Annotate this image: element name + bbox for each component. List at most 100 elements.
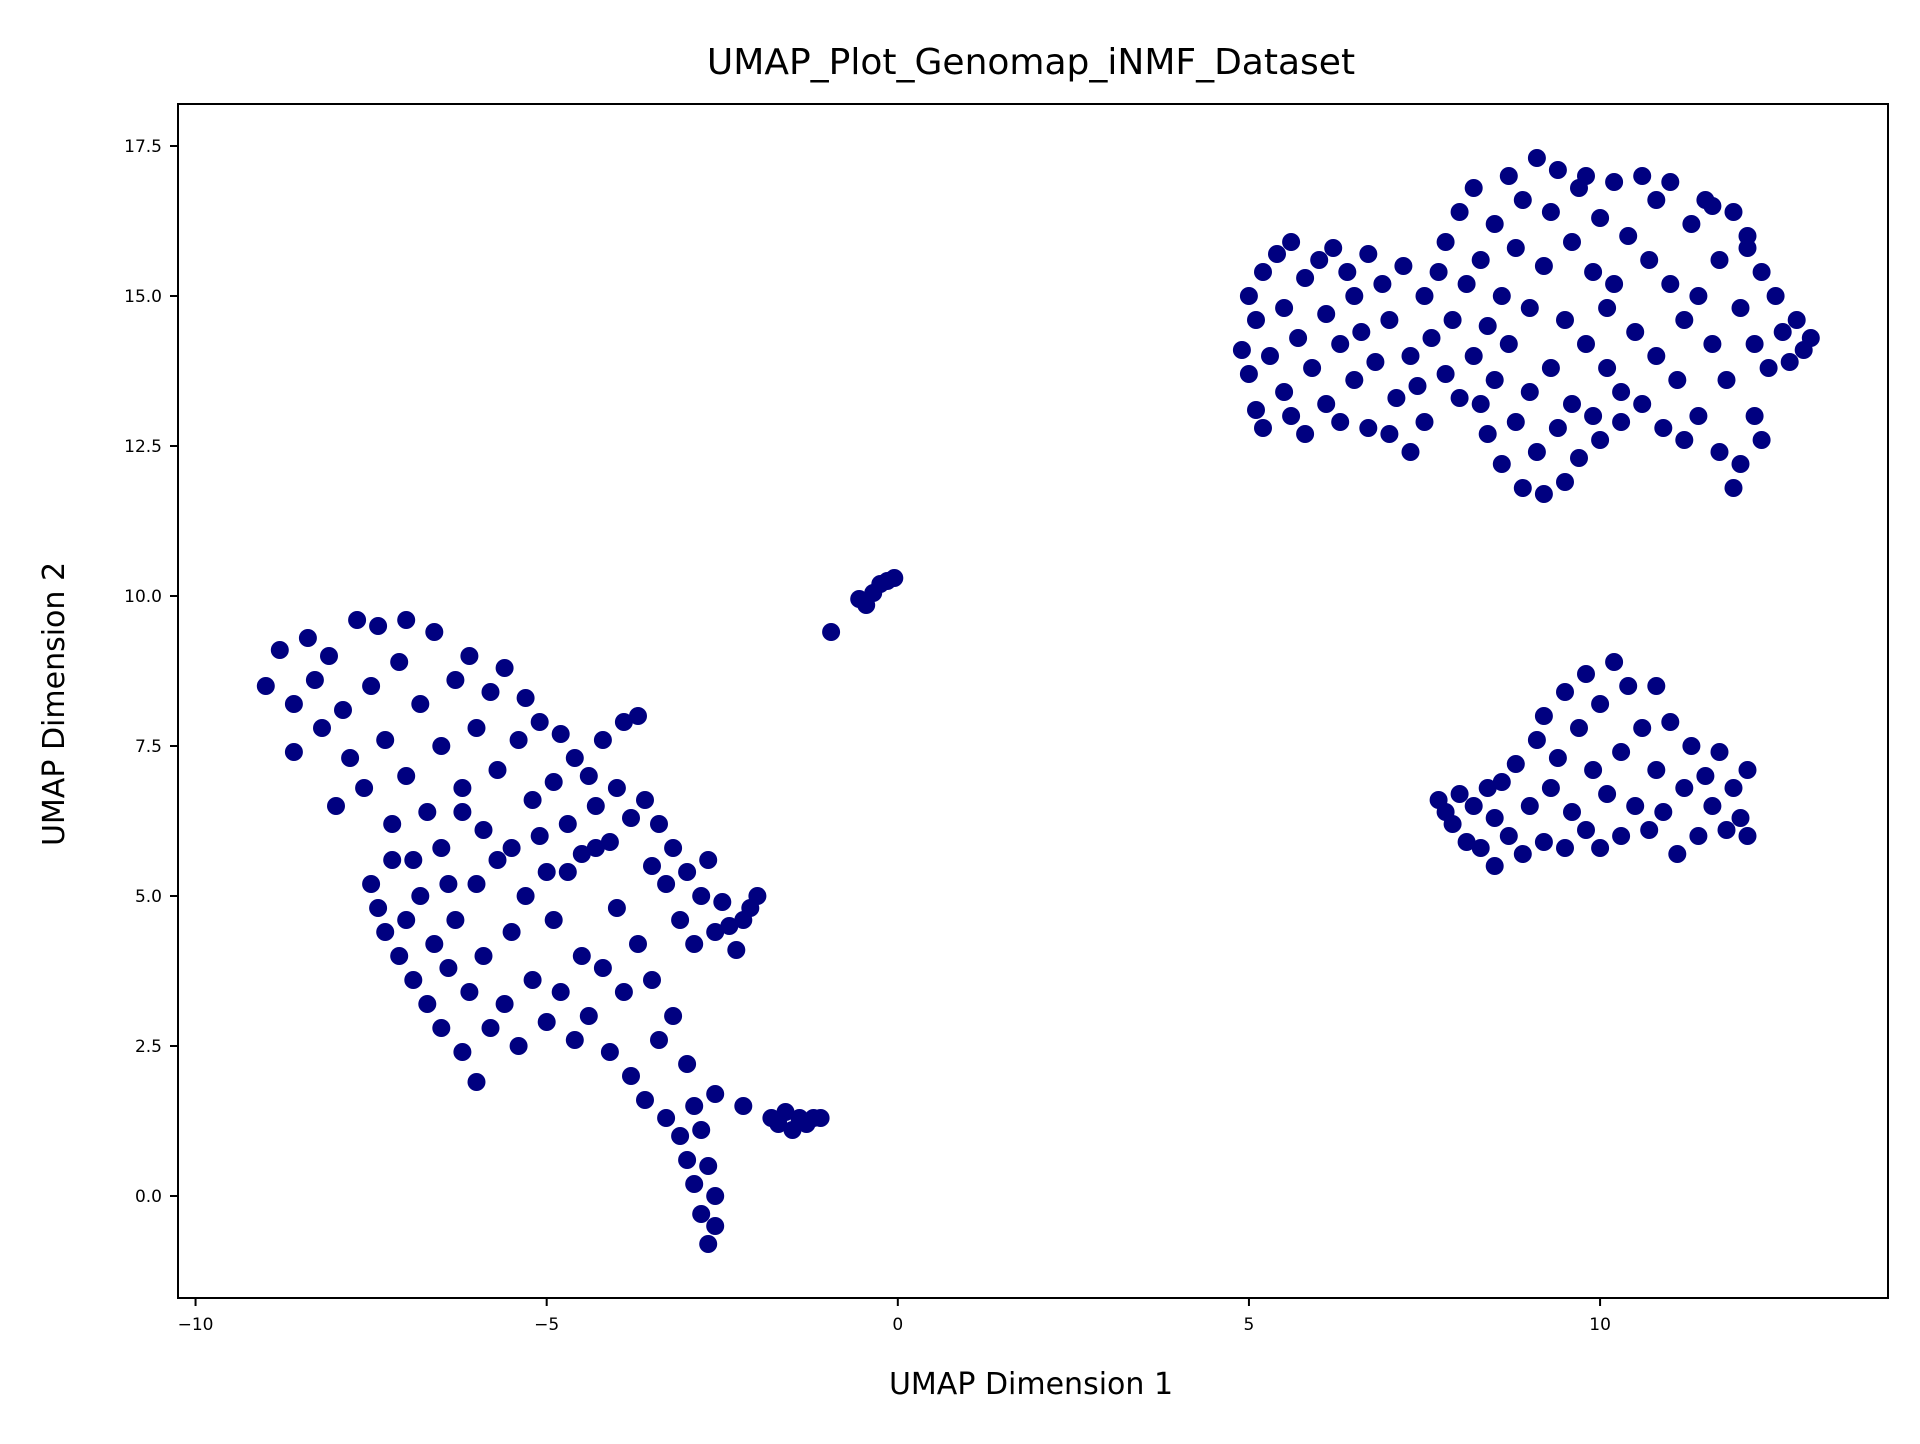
scatter-point <box>1556 683 1574 701</box>
scatter-point <box>1598 299 1617 317</box>
scatter-point <box>544 773 563 791</box>
scatter-point <box>1324 239 1343 257</box>
scatter-point <box>551 983 570 1001</box>
scatter-point <box>1577 821 1595 839</box>
scatter-point <box>692 1121 711 1139</box>
scatter-point <box>692 1205 711 1223</box>
scatter-point <box>685 935 704 953</box>
scatter-point <box>1541 359 1560 377</box>
scatter-point <box>516 689 535 707</box>
scatter-point <box>1696 767 1715 785</box>
scatter-point <box>614 713 633 731</box>
scatter-point <box>720 917 739 935</box>
scatter-point <box>1345 287 1364 305</box>
scatter-point <box>516 887 535 905</box>
scatter-point <box>622 1067 640 1085</box>
scatter-point <box>256 677 275 695</box>
scatter-point <box>1801 329 1820 347</box>
scatter-point <box>1534 707 1553 725</box>
y-tick-label: 10.0 <box>124 587 162 607</box>
scatter-point <box>1492 455 1511 473</box>
scatter-point <box>1422 329 1441 347</box>
x-tick-label: −5 <box>534 1315 559 1335</box>
scatter-point <box>439 959 458 977</box>
scatter-point <box>1570 449 1588 467</box>
scatter-point <box>1527 443 1546 461</box>
scatter-point <box>1436 233 1455 251</box>
scatter-point <box>1759 359 1778 377</box>
scatter-point <box>1640 821 1659 839</box>
scatter-point <box>678 1151 697 1169</box>
scatter-point <box>523 971 542 989</box>
scatter-point <box>362 677 381 695</box>
scatter-point <box>383 815 402 833</box>
scatter-point <box>685 1097 704 1115</box>
scatter-point <box>699 1157 718 1175</box>
scatter-point <box>1513 845 1532 863</box>
scatter-point <box>453 1043 472 1061</box>
y-axis-ticks: 0.0 2.5 5.0 7.5 10.0 12.5 15.0 17.5 <box>124 137 178 1207</box>
scatter-point <box>1485 215 1504 233</box>
scatter-point <box>1612 827 1631 845</box>
scatter-point <box>467 1073 486 1091</box>
scatter-point <box>397 911 416 929</box>
scatter-point <box>376 731 395 749</box>
scatter-point <box>734 1097 753 1115</box>
scatter-point <box>1331 335 1350 353</box>
scatter-point <box>474 947 493 965</box>
scatter-point <box>418 803 437 821</box>
scatter-point <box>579 1007 598 1025</box>
scatter-point <box>530 713 549 731</box>
scatter-point <box>713 893 732 911</box>
scatter-point <box>1647 191 1666 209</box>
scatter-point <box>1296 425 1315 443</box>
scatter-point <box>1380 311 1399 329</box>
scatter-point <box>411 695 430 713</box>
scatter-point <box>1275 299 1294 317</box>
scatter-point <box>1415 413 1434 431</box>
scatter-point <box>1520 797 1539 815</box>
scatter-point <box>1661 713 1680 731</box>
scatter-point <box>1499 335 1518 353</box>
scatter-point <box>439 875 458 893</box>
scatter-point <box>460 647 479 665</box>
scatter-point <box>1310 251 1329 269</box>
scatter-point <box>1556 839 1574 857</box>
scatter-point <box>320 647 338 665</box>
scatter-point <box>607 899 626 917</box>
scatter-point <box>327 797 345 815</box>
scatter-point <box>1661 275 1680 293</box>
scatter-point <box>502 839 521 857</box>
scatter-point <box>1401 347 1420 365</box>
scatter-point <box>586 797 605 815</box>
scatter-point <box>467 875 486 893</box>
scatter-point <box>474 821 493 839</box>
scatter-point <box>313 719 331 737</box>
scatter-point <box>1577 167 1595 185</box>
scatter-point <box>1563 803 1581 821</box>
scatter-point <box>692 887 711 905</box>
scatter-point <box>1591 839 1610 857</box>
scatter-point <box>481 683 500 701</box>
scatter-point <box>579 767 598 785</box>
scatter-point <box>1605 653 1624 671</box>
scatter-point <box>1563 233 1581 251</box>
scatter-point <box>706 1187 725 1205</box>
scatter-point <box>1626 323 1645 341</box>
scatter-point <box>284 743 303 761</box>
scatter-point <box>1506 755 1525 773</box>
scatter-point <box>1232 341 1251 359</box>
scatter-point <box>1520 383 1539 401</box>
scatter-point <box>1359 245 1378 263</box>
y-tick-label: 5.0 <box>135 887 162 907</box>
scatter-point <box>1731 809 1750 827</box>
scatter-point <box>650 815 668 833</box>
scatter-point <box>1591 209 1610 227</box>
scatter-point <box>362 875 381 893</box>
x-tick-label: −10 <box>178 1315 214 1335</box>
y-tick-label: 12.5 <box>124 437 162 457</box>
scatter-point <box>1647 761 1666 779</box>
scatter-point <box>1619 677 1638 695</box>
scatter-point <box>671 1127 690 1145</box>
